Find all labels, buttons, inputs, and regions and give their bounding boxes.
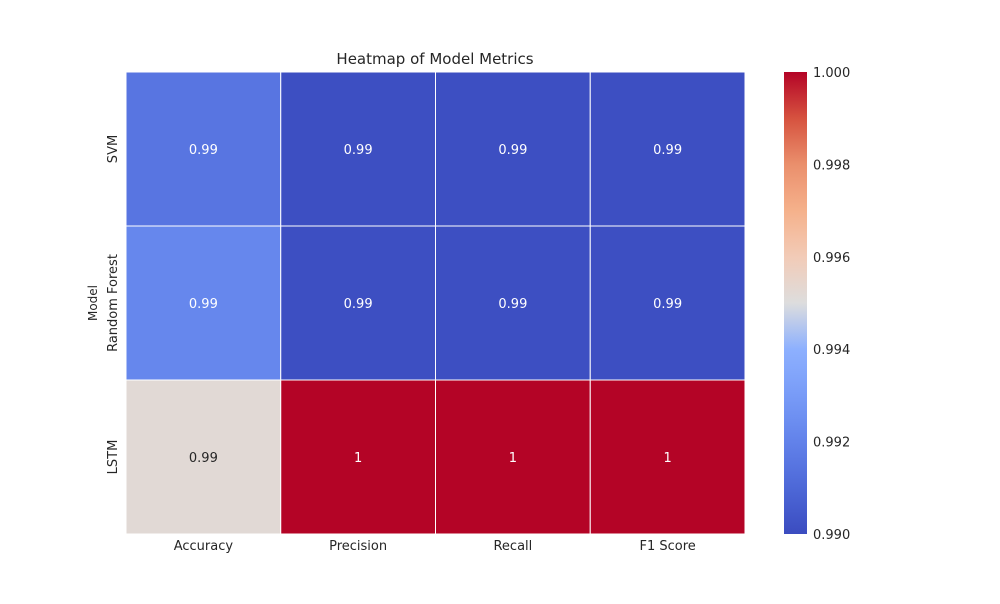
heatmap-cell-label: 0.99 xyxy=(344,297,373,312)
y-tick-label: SVM xyxy=(106,135,121,163)
colorbar-tick-label: 0.994 xyxy=(813,343,850,358)
heatmap-cell xyxy=(589,71,746,227)
heatmap-cell-label: 1 xyxy=(354,451,362,466)
colorbar-tick-label: 0.990 xyxy=(813,528,850,543)
heatmap-cell xyxy=(435,225,591,381)
heatmap-cell-label: 0.99 xyxy=(189,451,218,466)
colorbar-tick-label: 0.996 xyxy=(813,251,850,266)
chart-title: Heatmap of Model Metrics xyxy=(336,50,533,68)
y-axis-tick-labels: SVM Random Forest LSTM xyxy=(106,135,121,475)
heatmap-cell-labels: 0.99 0.99 0.99 0.99 0.99 0.99 0.99 0.99 0.99 1 1 1 xyxy=(189,143,682,466)
heatmap-cell-label: 0.99 xyxy=(344,143,373,158)
heatmap-cell xyxy=(589,379,746,535)
colorbar xyxy=(784,72,807,534)
heatmap-cell-label: 0.99 xyxy=(653,143,682,158)
heatmap-cell-label: 0.99 xyxy=(189,143,218,158)
x-tick-label: F1 Score xyxy=(639,539,695,554)
y-tick-label: LSTM xyxy=(106,440,121,475)
heatmap-cell-label: 1 xyxy=(509,451,517,466)
heatmap-cell-label: 0.99 xyxy=(498,143,527,158)
heatmap-cell xyxy=(280,379,436,535)
heatmap-cell-label: 0.99 xyxy=(653,297,682,312)
heatmap-cell-label: 0.99 xyxy=(189,297,218,312)
heatmap-cell xyxy=(435,71,591,227)
heatmap-cell xyxy=(125,379,282,535)
x-tick-label: Recall xyxy=(493,539,532,554)
heatmap-cell xyxy=(125,71,282,227)
heatmap-cell xyxy=(280,71,436,227)
heatmap-cells xyxy=(125,71,746,535)
x-tick-label: Precision xyxy=(329,539,387,554)
heatmap-cell xyxy=(589,225,746,381)
colorbar-tick-label: 0.998 xyxy=(813,158,850,173)
y-tick-label: Random Forest xyxy=(106,254,121,352)
x-axis-tick-labels: Accuracy Precision Recall F1 Score xyxy=(174,539,696,554)
colorbar-tick-labels: 0.990 0.992 0.994 0.996 0.998 1.000 xyxy=(813,66,850,543)
heatmap-cell-label: 1 xyxy=(663,451,671,466)
y-axis-label: Model xyxy=(86,285,100,321)
x-tick-label: Accuracy xyxy=(174,539,234,554)
heatmap-cell xyxy=(125,225,282,381)
heatmap-cell-label: 0.99 xyxy=(498,297,527,312)
colorbar-tick-label: 0.992 xyxy=(813,436,850,451)
colorbar-tick-label: 1.000 xyxy=(813,66,850,81)
heatmap-cell xyxy=(280,225,436,381)
